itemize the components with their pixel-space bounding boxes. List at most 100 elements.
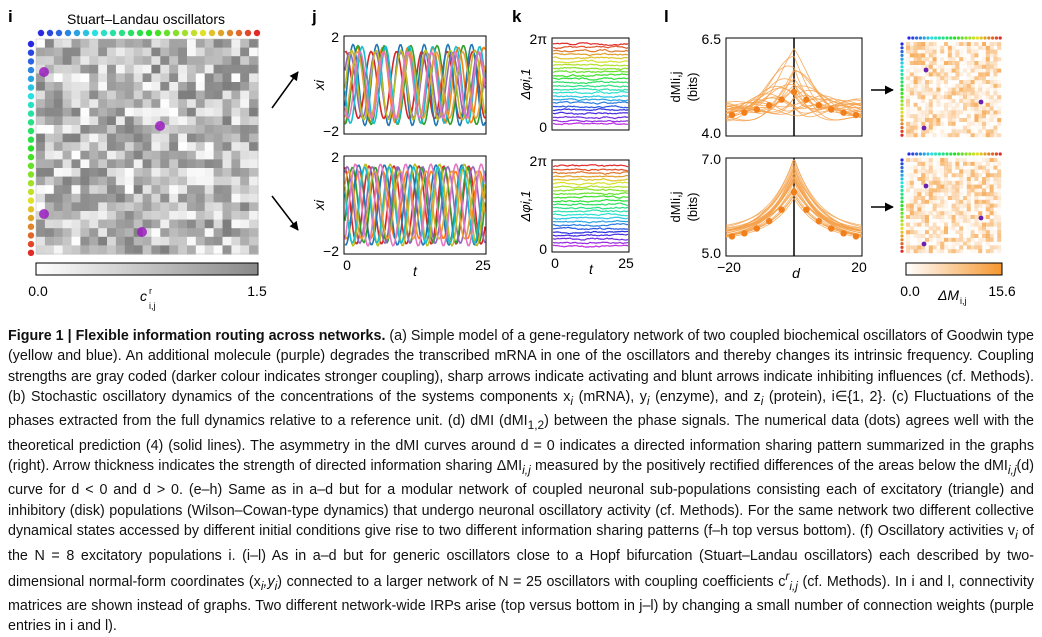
matrix-cell (966, 245, 971, 250)
matrix-cell (963, 223, 967, 227)
dmi-dot (741, 109, 748, 116)
matrix-cell (169, 107, 179, 117)
matrix-cell (985, 237, 990, 242)
matrix-cell (925, 110, 929, 115)
matrix-cell (925, 121, 929, 126)
matrix-cell (222, 73, 232, 83)
matrix-cell (187, 228, 197, 238)
dmi-dot (778, 206, 785, 213)
matrix-cell (906, 45, 910, 50)
matrix-cell (948, 207, 952, 211)
matrix-cell (997, 42, 1002, 46)
j-xlabel: t (413, 263, 418, 279)
matrix-cell (936, 161, 941, 166)
colorbar-gray-min: 0.0 (28, 283, 48, 299)
node-dot (900, 204, 904, 208)
matrix-cell (925, 80, 929, 84)
matrix-cell (928, 237, 933, 242)
matrix-cell (231, 176, 241, 186)
matrix-cell (204, 99, 215, 109)
matrix-cell (913, 129, 918, 134)
phase-line (552, 241, 629, 245)
matrix-cell (963, 207, 967, 212)
matrix-cell (978, 180, 983, 185)
matrix-cell (936, 237, 941, 242)
matrix-cell (115, 73, 126, 83)
matrix-cell (98, 245, 108, 255)
matrix-cell (917, 161, 922, 166)
matrix-cell (169, 64, 179, 74)
node-dot-top (235, 29, 243, 37)
matrix-cell (947, 196, 952, 200)
matrix-cell (955, 133, 960, 138)
matrix-cell (959, 118, 964, 122)
matrix-cell (204, 245, 215, 255)
matrix-cell (993, 122, 997, 126)
matrix-cell (985, 64, 990, 69)
matrix-cell (240, 211, 250, 221)
matrix-cell (133, 90, 144, 100)
node-dot-left (27, 171, 35, 178)
matrix-cell (978, 121, 983, 126)
matrix-cell (978, 64, 983, 69)
matrix-cell (928, 180, 933, 185)
matrix-cell (160, 73, 170, 83)
phase-line (552, 202, 629, 207)
matrix-cell (940, 226, 944, 230)
matrix-cell (989, 87, 994, 92)
matrix-cell (959, 80, 964, 84)
matrix-cell (913, 203, 918, 208)
matrix-cell (53, 176, 64, 186)
node-dot (907, 152, 911, 156)
dmi-dot (778, 96, 785, 103)
matrix-cell (204, 39, 215, 49)
matrix-cell (107, 125, 117, 135)
matrix-cell (222, 245, 232, 255)
matrix-cell (204, 56, 215, 66)
matrix-cell (978, 106, 983, 111)
node-dot (900, 107, 904, 111)
matrix-cell (89, 211, 99, 221)
matrix-cell (909, 180, 914, 185)
matrix-cell (955, 203, 960, 208)
matrix-cell (142, 125, 153, 135)
matrix-cell (928, 76, 933, 81)
matrix-cell (906, 91, 910, 95)
matrix-cell (98, 228, 108, 238)
node-dot-top (91, 29, 99, 37)
matrix-cell (142, 73, 153, 83)
matrix-cell (71, 168, 81, 178)
matrix-cell (997, 245, 1002, 250)
matrix-cell (928, 110, 933, 115)
y-tick-label: 6.5 (702, 31, 722, 47)
matrix-cell (978, 211, 983, 216)
matrix-cell (947, 177, 952, 181)
matrix-cell (997, 196, 1002, 200)
connectivity-matrix-bottom (900, 152, 1002, 254)
matrix-cell (917, 177, 922, 181)
matrix-cell (133, 159, 144, 169)
matrix-cell (936, 72, 941, 77)
matrix-cell (240, 133, 250, 143)
matrix-cell (951, 180, 956, 185)
matrix-cell (928, 226, 933, 231)
phase-line (553, 122, 629, 126)
matrix-cell (951, 215, 956, 219)
matrix-cell (222, 236, 232, 246)
matrix-cell (932, 42, 937, 46)
matrix-cell (160, 185, 170, 195)
node-dot (964, 152, 968, 156)
matrix-cell (959, 57, 964, 62)
x-tick-label: 25 (618, 255, 634, 271)
matrix-cell (917, 68, 922, 73)
matrix-cell (921, 177, 926, 181)
matrix-cell (997, 215, 1002, 219)
matrix-cell (195, 64, 206, 74)
matrix-cell (906, 249, 910, 254)
matrix-cell (107, 116, 117, 126)
matrix-cell (187, 107, 197, 117)
matrix-cell (115, 236, 126, 246)
matrix-cell (925, 169, 929, 174)
matrix-cell (89, 193, 99, 203)
matrix-cell (944, 42, 948, 46)
